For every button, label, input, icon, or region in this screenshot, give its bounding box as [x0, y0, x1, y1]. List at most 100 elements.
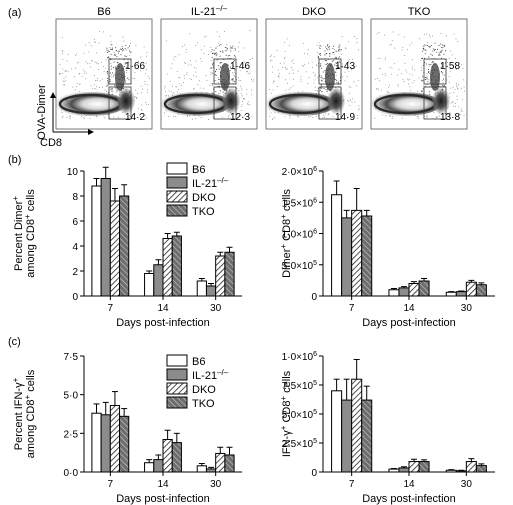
x-tick-label: 7: [108, 479, 114, 490]
bar: [162, 238, 173, 297]
bar: [153, 459, 164, 473]
bar: [153, 264, 164, 297]
y-tick-label: 5·0×105: [282, 260, 317, 272]
legend-label: DKO: [192, 384, 216, 396]
flow-panel-title: B6: [97, 6, 110, 18]
x-axis-label: Days post-infection: [116, 317, 210, 329]
bar: [418, 280, 430, 297]
panel-label-b: (b): [8, 154, 21, 166]
dimer-gate: [108, 58, 132, 85]
cd8-high-population: [327, 88, 345, 114]
legend-label: IL-21–/–: [192, 368, 229, 382]
legend-swatch: [166, 396, 188, 409]
dimer-gate-value: 1·43: [335, 61, 355, 72]
bar: [351, 209, 363, 297]
cd8-gate-value: 14·9: [335, 112, 355, 123]
bar: [361, 399, 373, 473]
y-tick-label: 2·0×106: [282, 166, 317, 178]
flow-panel: IL-21–/– 1·46 12·3: [159, 4, 258, 130]
legend-label: DKO: [192, 192, 216, 204]
bar: [215, 452, 226, 473]
y-tick-label: 2: [72, 267, 78, 278]
flow-y-axis-label: OVA-Dimer: [36, 84, 48, 140]
bar: [171, 235, 182, 297]
chart-c-right: 0 2·5×105 5·0×105 7·5×105 1·0×106 7 14 30 Days p…: [279, 351, 495, 505]
x-tick-label: 14: [403, 479, 415, 490]
x-axis-label: Days post-infection: [362, 317, 456, 329]
legend-item: B6: [166, 162, 205, 176]
bar: [205, 468, 217, 473]
bar: [351, 378, 363, 473]
x-tick-label: 14: [157, 479, 169, 490]
bar: [465, 461, 477, 473]
cd8-gate-value: 13·8: [440, 112, 460, 123]
bar: [455, 470, 467, 473]
flow-panel: B6 1·66 14·2: [54, 6, 153, 130]
bar: [388, 289, 400, 297]
bar: [144, 462, 155, 473]
bar: [205, 285, 217, 297]
bar: [119, 195, 130, 297]
x-tick-label: 7: [108, 303, 114, 314]
bar: [196, 280, 207, 297]
bar: [171, 442, 182, 473]
legend-label: B6: [192, 356, 205, 368]
bar: [475, 284, 487, 297]
x-tick-label: 30: [461, 303, 473, 314]
y-axis-label: Percent Dimer+: [11, 196, 26, 271]
y-axis-label: among CD8+ cells: [23, 189, 38, 278]
bar: [465, 281, 477, 297]
bar: [91, 185, 102, 297]
bar: [445, 291, 457, 297]
dimer-gate: [213, 58, 237, 85]
bar: [100, 414, 111, 473]
y-tick-label: 1·5×106: [282, 197, 317, 209]
bar: [361, 215, 373, 297]
bar: [224, 454, 235, 473]
cd8-gate: [318, 86, 342, 120]
y-tick-label: 0: [311, 292, 317, 303]
dimer-gate: [318, 58, 342, 85]
y-tick-label: 7·5: [64, 352, 79, 363]
bar: [408, 461, 420, 473]
legend-label: IL-21–/–: [192, 176, 229, 190]
bar: [162, 439, 173, 473]
y-tick-label: 1·0×106: [282, 229, 317, 241]
bar: [445, 469, 457, 473]
x-tick-label: 14: [157, 303, 169, 314]
legend-label: TKO: [192, 398, 215, 410]
legend-item: DKO: [166, 190, 216, 204]
bar: [224, 251, 235, 297]
legend-label: B6: [192, 164, 205, 176]
bar: [100, 178, 111, 297]
y-tick-label: 7·5×105: [282, 380, 317, 392]
legend-item: TKO: [166, 396, 215, 410]
legend-item: B6: [166, 354, 205, 368]
cd8-gate: [108, 86, 132, 120]
bar: [331, 390, 343, 473]
legend-swatch: [166, 368, 188, 381]
bar: [398, 467, 410, 473]
flow-cytometry-panels: B6 1·66 14·2 IL-21–/– 1·46 12·3 DKO 1·43 14·9 TKO…: [50, 4, 468, 135]
bar: [91, 412, 102, 473]
bar: [341, 399, 353, 473]
flow-x-axis-label: CD8: [40, 137, 62, 149]
cd8-high-population: [222, 88, 240, 114]
bar: [119, 415, 130, 473]
flow-panel-title: DKO: [302, 6, 326, 18]
cd8-high-population: [432, 88, 450, 114]
y-tick-label: 0·0: [64, 468, 79, 479]
bar: [455, 291, 467, 297]
legend-swatch: [166, 176, 188, 189]
x-tick-label: 7: [349, 303, 355, 314]
chart-b-right: 0 5·0×105 1·0×106 1·5×106 2·0×106 7 14 30 Days p…: [279, 166, 495, 329]
flow-panel-title: IL-21–/–: [191, 4, 228, 18]
legend-item: IL-21–/–: [166, 176, 229, 190]
flow-panel: DKO 1·43 14·9: [264, 6, 363, 130]
dimer-gate: [423, 58, 447, 85]
bar: [398, 287, 410, 297]
